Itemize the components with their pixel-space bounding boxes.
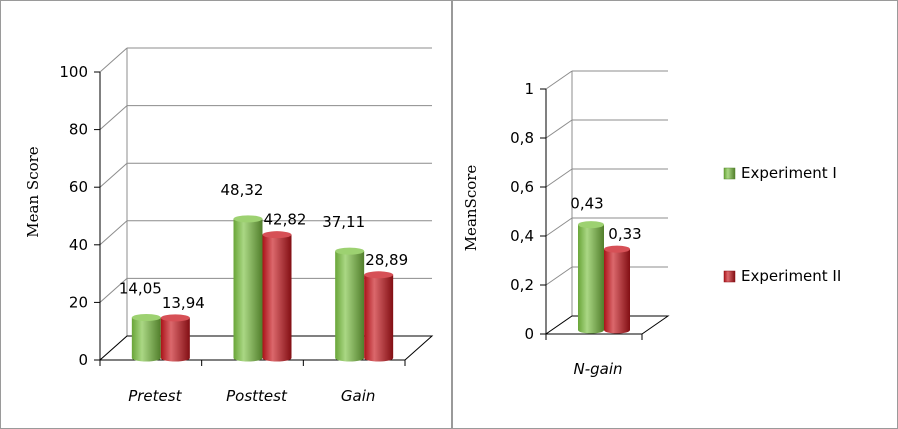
bar-experiment-ii-n-gain (604, 245, 630, 334)
left-chart-panel: 0 20 40 60 80 100 14,05 13,94 Pretest 48,32 42,82 P… (0, 0, 452, 429)
right-bar-chart: 0 0,2 0,4 0,6 0,8 1 0,43 0,33 N-gain MeanScore Exp… (452, 0, 898, 429)
y-tick-label: 100 (59, 63, 88, 81)
data-label: 14,05 (119, 280, 162, 298)
x-tick-label: N-gain (573, 360, 622, 378)
bar-experiment-i-pretest (131, 314, 161, 362)
gridline-connector (545, 70, 573, 90)
data-label: 0,33 (608, 225, 641, 243)
gridline-connector (99, 278, 128, 303)
y-axis-title: Mean Score (24, 146, 42, 237)
data-label: 48,32 (221, 181, 264, 199)
gridline-connector (99, 162, 128, 188)
bar-experiment-ii-gain (364, 271, 394, 362)
data-label: 37,11 (322, 213, 365, 231)
y-tick-label: 0,8 (510, 129, 534, 147)
data-label: 13,94 (162, 294, 205, 312)
y-tick-label: 0,2 (510, 276, 534, 294)
legend-swatch (723, 167, 736, 180)
x-tick-label: Gain (341, 387, 376, 405)
legend-item: Experiment II (723, 267, 841, 285)
y-tick-label: 40 (69, 236, 88, 254)
bar-experiment-i-n-gain (578, 221, 604, 334)
y-tick-label: 1 (524, 80, 534, 98)
y-tick-label: 60 (69, 178, 88, 196)
gridline-connector (545, 266, 573, 286)
y-tick-label: 0,6 (510, 178, 534, 196)
gridline-connector (545, 217, 573, 237)
data-label: 28,89 (365, 251, 408, 269)
chart-border (452, 0, 898, 429)
y-axis-title: MeanScore (462, 165, 480, 252)
y-tick-label: 0,4 (510, 227, 534, 245)
gridline-connector (545, 168, 573, 188)
legend-label: Experiment I (741, 164, 837, 182)
y-tick-label: 0 (78, 351, 88, 369)
right-chart-panel: 0 0,2 0,4 0,6 0,8 1 0,43 0,33 N-gain MeanScore Exp… (452, 0, 898, 429)
legend-swatch (723, 270, 736, 283)
bar-experiment-ii-pretest (160, 314, 190, 362)
gridline-connector (99, 220, 128, 246)
gridline-connector (99, 47, 128, 73)
gridline-connector (545, 119, 573, 139)
x-tick-label: Posttest (226, 387, 288, 405)
bar-experiment-ii-posttest (262, 231, 292, 362)
legend-item: Experiment I (723, 164, 837, 182)
legend-label: Experiment II (741, 267, 841, 285)
bar-experiment-i-posttest (233, 215, 263, 362)
data-label: 42,82 (264, 211, 307, 229)
bar-experiment-i-gain (335, 247, 365, 362)
y-tick-label: 80 (69, 121, 88, 139)
y-tick-label: 20 (69, 293, 88, 311)
y-tick-label: 0 (524, 325, 534, 343)
gridline-connector (99, 105, 128, 130)
data-label: 0,43 (570, 195, 603, 213)
x-tick-label: Pretest (128, 387, 182, 405)
